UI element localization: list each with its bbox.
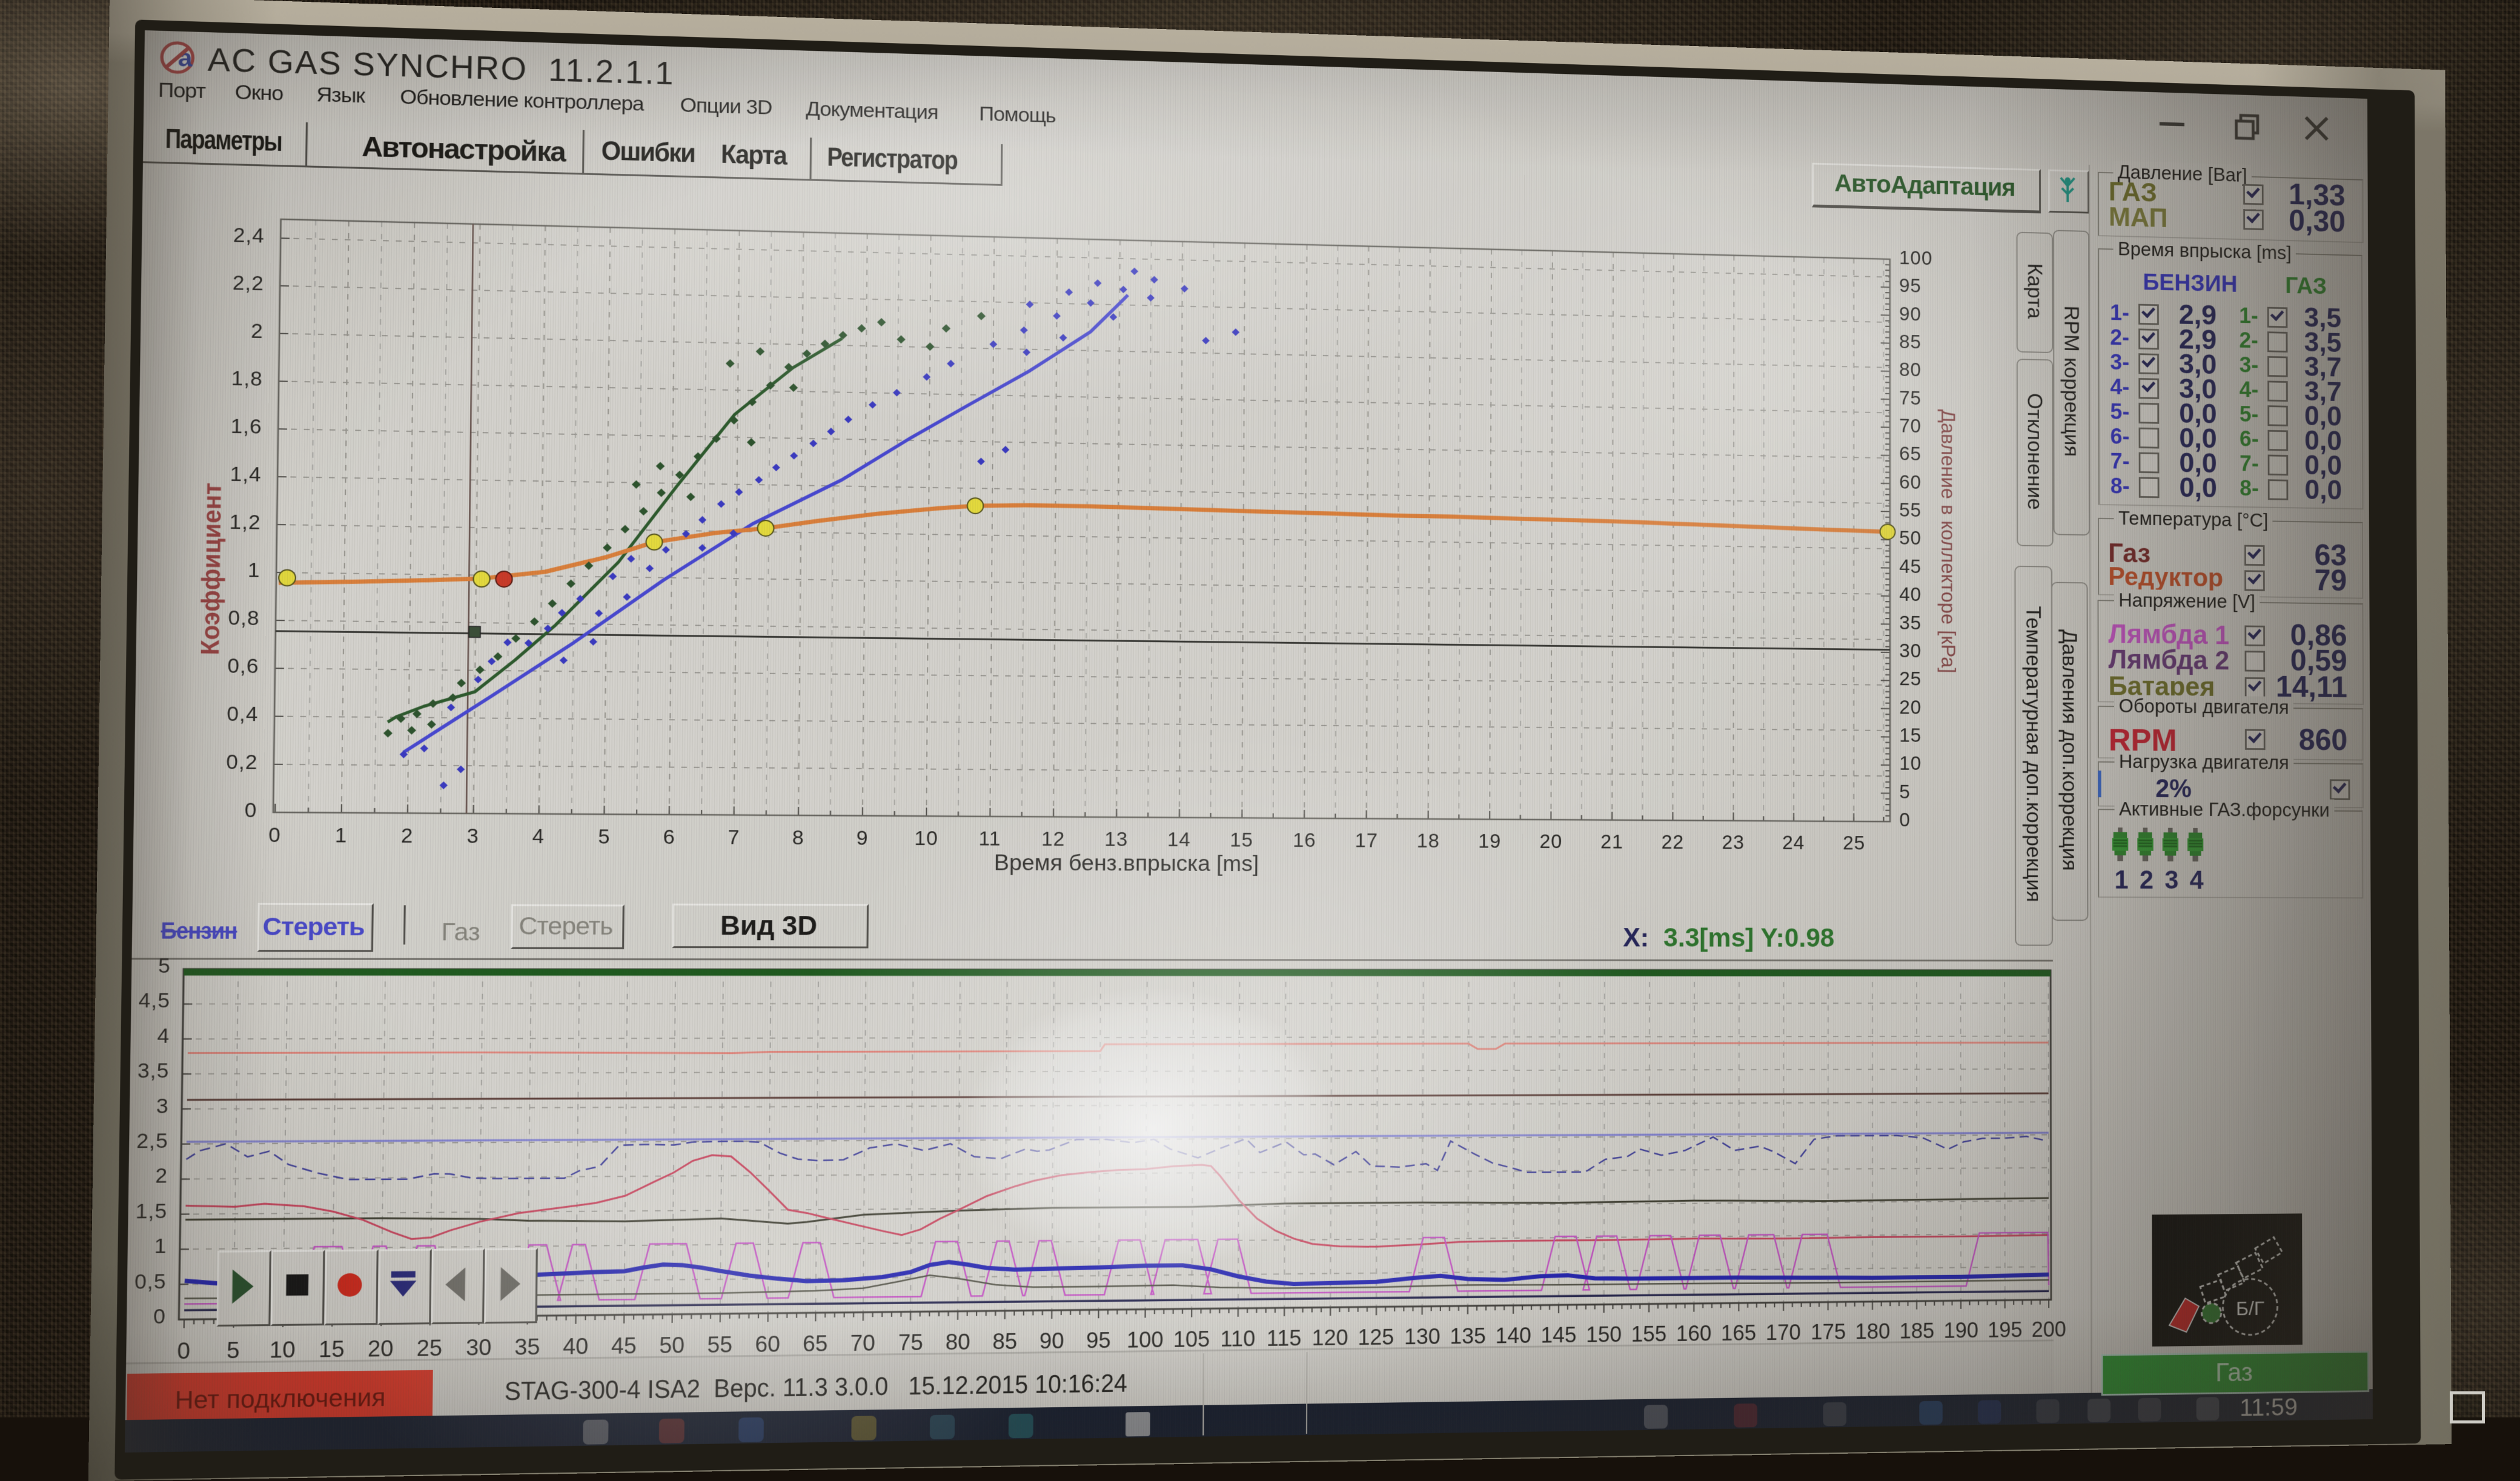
svg-text:Б/Г: Б/Г bbox=[2236, 1297, 2264, 1319]
